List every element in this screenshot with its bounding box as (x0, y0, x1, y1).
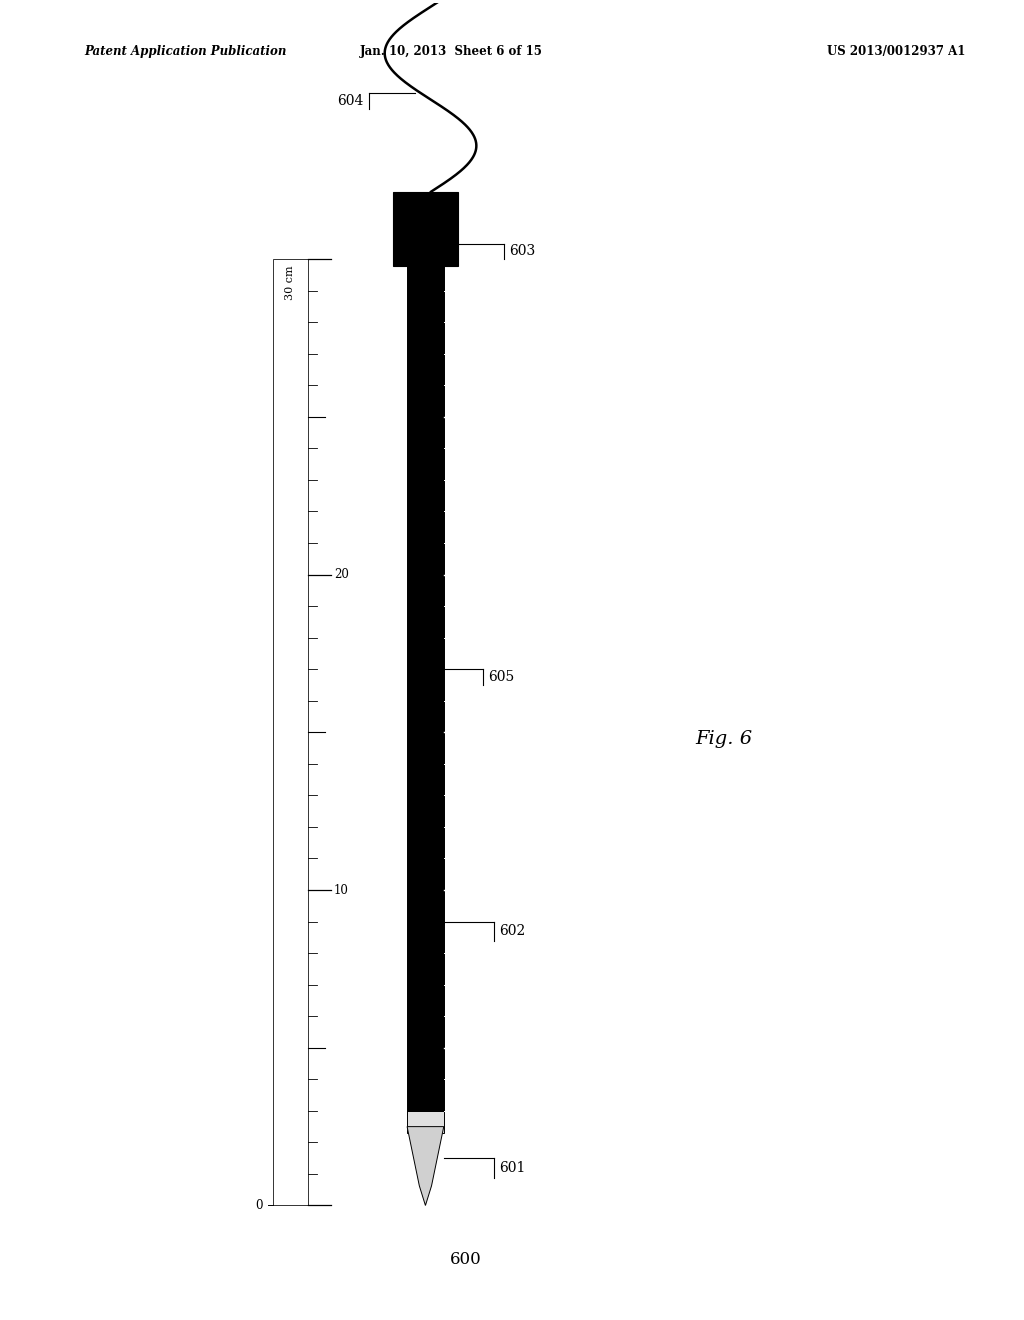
Bar (393, 191, 458, 265)
Bar (272, 259, 308, 1205)
Text: 600: 600 (451, 1251, 482, 1269)
Text: Patent Application Publication: Patent Application Publication (84, 45, 287, 58)
Text: Jan. 10, 2013  Sheet 6 of 15: Jan. 10, 2013 Sheet 6 of 15 (359, 45, 543, 58)
Polygon shape (408, 1127, 443, 1205)
Text: 601: 601 (499, 1162, 525, 1175)
Text: 0: 0 (255, 1199, 262, 1212)
Text: 603: 603 (510, 244, 536, 259)
Text: 604: 604 (338, 94, 364, 108)
Text: Fig. 6: Fig. 6 (695, 730, 753, 748)
Text: 605: 605 (488, 671, 514, 684)
Text: US 2013/0012937 A1: US 2013/0012937 A1 (826, 45, 966, 58)
Bar (408, 259, 443, 1111)
Text: 10: 10 (334, 883, 348, 896)
Bar (408, 1111, 443, 1133)
Text: 30 cm: 30 cm (286, 265, 296, 300)
Text: 602: 602 (499, 924, 525, 939)
Text: 20: 20 (334, 568, 348, 581)
